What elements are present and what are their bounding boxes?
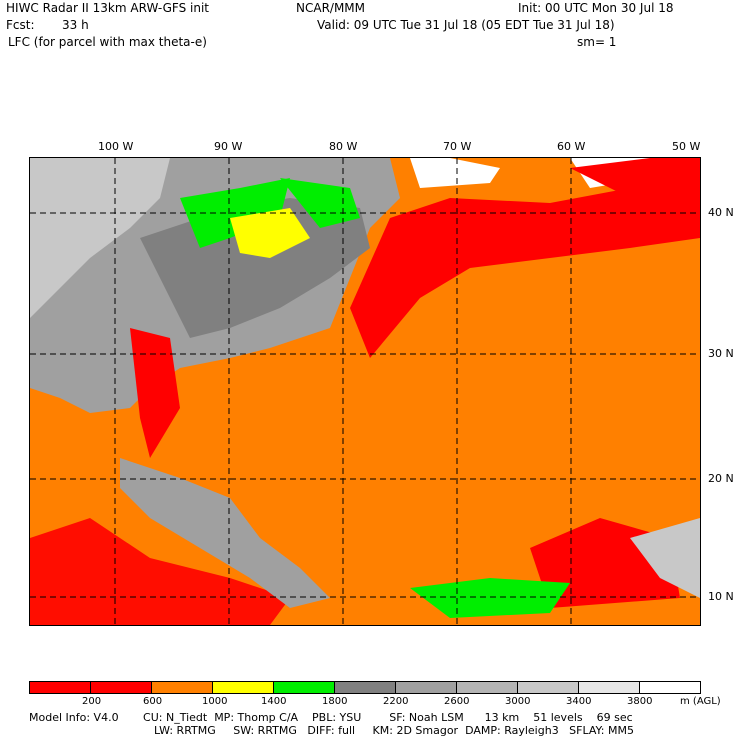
colorbar-label: 1000 [202, 696, 228, 707]
colorbar-swatch [518, 682, 579, 693]
lat-label: 30 N [708, 347, 734, 360]
colorbar-label: 2200 [383, 696, 409, 707]
red-region [130, 328, 180, 458]
red-region [30, 518, 290, 625]
colorbar-swatch [579, 682, 640, 693]
colorbar-swatch [457, 682, 518, 693]
model-info-line1: Model Info: V4.0 CU: N_Tiedt MP: Thomp C… [29, 711, 633, 724]
red-region [350, 178, 700, 358]
lon-label: 60 W [557, 140, 586, 153]
valid-time: Valid: 09 UTC Tue 31 Jul 18 (05 EDT Tue … [317, 18, 615, 32]
no-data-region [30, 158, 500, 188]
forecast-label: Fcst: [6, 18, 35, 32]
model-title: HIWC Radar II 13km ARW-GFS init [6, 1, 209, 15]
lat-label: 20 N [708, 472, 734, 485]
colorbar-units: m (AGL) [680, 696, 721, 707]
land-lightgray-region [30, 158, 170, 318]
colorbar-swatch [30, 682, 91, 693]
red-region [570, 158, 700, 198]
land-gray-region [120, 458, 330, 608]
colorbar-label: 3800 [627, 696, 653, 707]
organization: NCAR/MMM [296, 1, 366, 15]
model-info-line2: LW: RRTMG SW: RRTMG DIFF: full KM: 2D Sm… [154, 724, 634, 737]
colorbar-swatch [396, 682, 457, 693]
colorbar-label: 1800 [322, 696, 348, 707]
forecast-hour: 33 h [62, 18, 89, 32]
colorbar-swatch [274, 682, 335, 693]
lon-label: 100 W [98, 140, 134, 153]
yellow-region [230, 208, 310, 258]
green-region [280, 178, 360, 228]
land-lightgray-region [630, 518, 700, 598]
map-canvas [30, 158, 700, 625]
lat-label: 40 N [708, 206, 734, 219]
lon-label: 90 W [214, 140, 243, 153]
colorbar-swatch [640, 682, 700, 693]
graticule [30, 158, 700, 625]
colorbar-swatch [335, 682, 396, 693]
colorbar-label: 2600 [444, 696, 470, 707]
colorbar-label: 3400 [566, 696, 592, 707]
colorbar [29, 681, 701, 694]
field-name: LFC (for parcel with max theta-e) [8, 35, 207, 49]
colorbar-swatch [152, 682, 213, 693]
colorbar-label: 600 [143, 696, 163, 707]
colorbar-label: 3000 [505, 696, 531, 707]
colorbar-label: 200 [82, 696, 102, 707]
colorbar-swatch [213, 682, 274, 693]
lon-label: 70 W [443, 140, 472, 153]
green-region [410, 578, 570, 618]
colorbar-swatch [91, 682, 152, 693]
init-time: Init: 00 UTC Mon 30 Jul 18 [518, 1, 674, 15]
colorbar-label: 1400 [261, 696, 287, 707]
lat-label: 10 N [708, 590, 734, 603]
smoothing: sm= 1 [577, 35, 617, 49]
lfc-map [29, 157, 701, 626]
lon-label: 50 W [672, 140, 701, 153]
lon-label: 80 W [329, 140, 358, 153]
